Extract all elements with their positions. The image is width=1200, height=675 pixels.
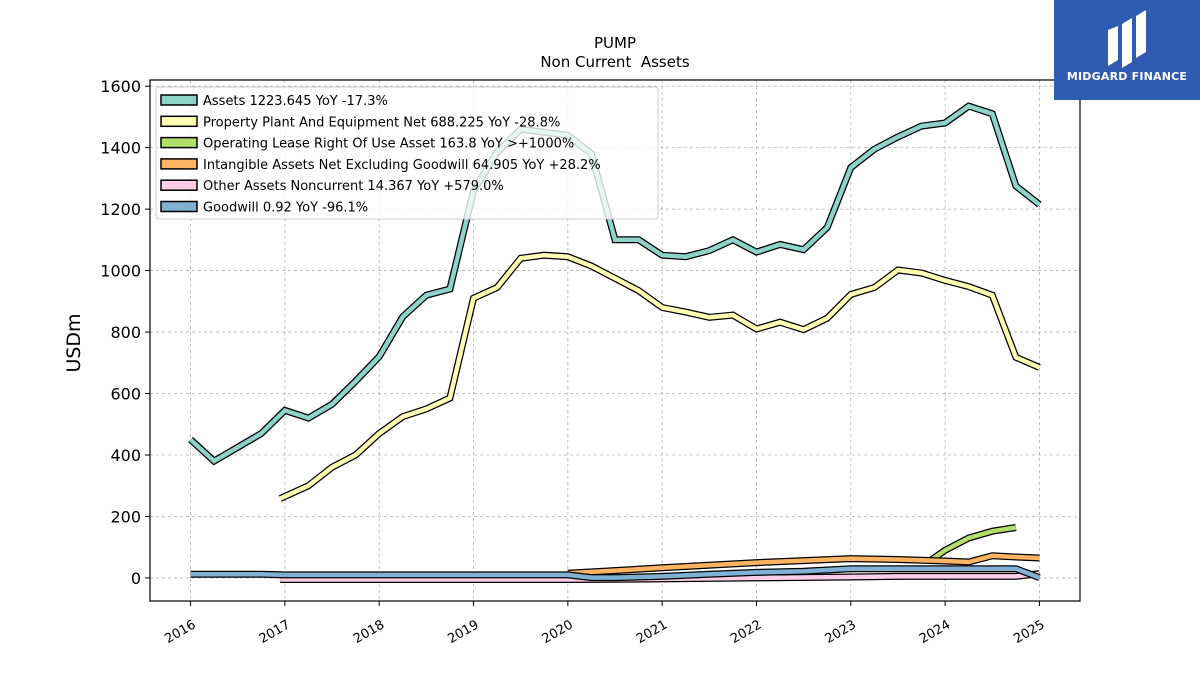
series-line: [190, 566, 1041, 580]
y-tick-label: 1600: [100, 77, 141, 96]
y-tick-label: 1000: [100, 262, 141, 281]
series-line: [929, 525, 1017, 562]
legend-item: Other Assets Noncurrent 14.367 YoY +579.…: [160, 179, 504, 194]
legend-label: Property Plant And Equipment Net 688.225…: [203, 115, 560, 130]
logo-mark-icon: [1108, 10, 1146, 68]
legend-item: Assets 1223.645 YoY -17.3%: [160, 94, 388, 109]
x-tick-label: 2019: [445, 617, 481, 647]
x-tick-label: 2018: [351, 617, 387, 647]
legend-label: Other Assets Noncurrent 14.367 YoY +579.…: [203, 179, 504, 194]
y-tick-label: 400: [110, 446, 141, 465]
plot-frame: [149, 79, 1081, 602]
legend-label: Intangible Assets Net Excluding Goodwill…: [203, 158, 601, 173]
legend-item: Goodwill 0.92 YoY -96.1%: [160, 200, 368, 216]
logo-text: MIDGARD FINANCE: [1066, 70, 1188, 83]
x-tick-label: 2022: [728, 617, 764, 647]
y-tick-label: 1400: [100, 139, 141, 158]
series-line: [189, 103, 1041, 464]
x-tick-label: 2016: [162, 617, 198, 647]
legend-frame: [155, 86, 659, 220]
x-tick-label: 2023: [823, 617, 859, 647]
legend-swatch: [160, 200, 198, 213]
series-lines: [188, 102, 1042, 583]
legend-swatch: [160, 136, 198, 149]
legend-swatch: [160, 158, 198, 170]
x-tick-label: 2020: [540, 617, 576, 647]
series-goodwill: [190, 565, 1041, 582]
legend-swatch: [160, 179, 198, 191]
y-tick-label: 0: [131, 569, 141, 588]
legend-swatch: [160, 115, 198, 128]
x-tick-label: 2024: [917, 617, 953, 647]
series-other-assets-noncurrent: [280, 570, 1040, 583]
series-assets: [188, 102, 1042, 466]
chart-title: PUMP: [594, 34, 636, 52]
y-tick-label: 1200: [100, 200, 141, 219]
legend-item: Property Plant And Equipment Net 688.225…: [160, 115, 560, 130]
y-tick-label: 800: [110, 323, 141, 342]
series-outline: [278, 251, 1041, 502]
y-tick-label: 200: [110, 507, 141, 526]
series-property-plant-and-equipment-net: [278, 251, 1041, 502]
legend-label: Operating Lease Right Of Use Asset 163.8…: [203, 137, 574, 152]
midgard-finance-logo: MIDGARD FINANCE: [1054, 0, 1200, 100]
legend: Assets 1223.645 YoY -17.3% Property Plant…: [155, 86, 659, 220]
legend-item: Operating Lease Right Of Use Asset 163.8…: [160, 136, 574, 152]
series-intangible-assets-net-excluding-goodwill: [567, 552, 1040, 577]
series-line: [280, 571, 1040, 582]
y-axis-label: USDm: [63, 313, 85, 372]
series-line: [567, 553, 1040, 576]
y-tick-label: 600: [110, 385, 141, 404]
legend-swatch: [160, 94, 198, 106]
series-line: [279, 252, 1041, 501]
x-tick-label: 2021: [634, 617, 670, 647]
chart-subtitle: Non Current Assets: [540, 53, 690, 71]
x-tick-label: 2025: [1011, 617, 1047, 647]
series-operating-lease-right-of-use-asset: [929, 524, 1017, 563]
x-tick-label: 2017: [257, 617, 293, 647]
legend-label: Assets 1223.645 YoY -17.3%: [203, 94, 388, 109]
legend-label: Goodwill 0.92 YoY -96.1%: [203, 201, 368, 216]
legend-item: Intangible Assets Net Excluding Goodwill…: [160, 158, 601, 173]
